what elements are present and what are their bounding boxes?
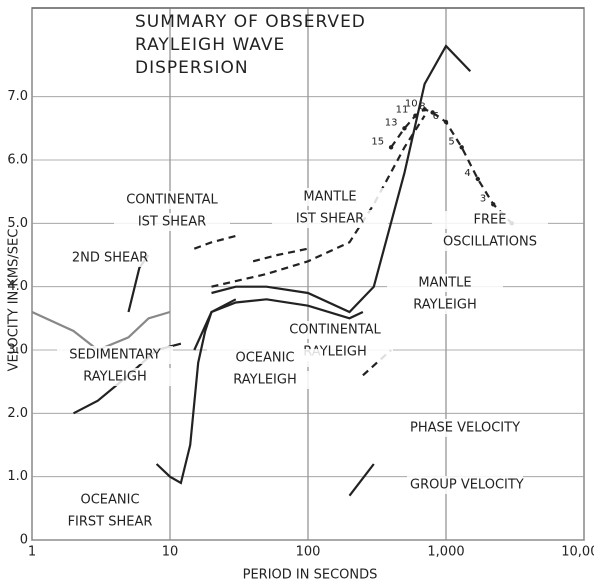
point (422, 107, 427, 112)
y-axis-title: VELOCITY IN KMS/SEC (7, 229, 22, 372)
chart-title: RAYLEIGH WAVE (135, 35, 285, 55)
curve (390, 108, 513, 225)
y-tick-label: 2.0 (7, 406, 28, 421)
point (443, 119, 449, 125)
point (402, 126, 407, 131)
point-label: 5 (448, 136, 454, 147)
annotation: RAYLEIGH (83, 370, 146, 385)
annotation-bg (57, 346, 173, 364)
curve (211, 44, 472, 314)
y-tick-label: 5.0 (7, 216, 28, 231)
annotation-bg (114, 191, 230, 209)
point (413, 113, 418, 118)
y-tick-label: 6.0 (7, 153, 28, 168)
annotation: OCEANIC (235, 351, 294, 366)
curve (31, 310, 171, 352)
curve (348, 463, 375, 497)
annotation: CONTINENTAL (289, 323, 381, 338)
annotation: IST SHEAR (296, 212, 364, 227)
point (388, 145, 394, 150)
annotation: SEDIMENTARY (69, 348, 160, 363)
point-label: 3 (480, 193, 486, 204)
point-label: 4 (464, 168, 470, 179)
chart-title: DISPERSION (135, 58, 249, 78)
annotation-bg (52, 491, 168, 509)
point-label: 6 (433, 111, 439, 122)
annotation: IST SHEAR (138, 215, 206, 230)
annotation: MANTLE (418, 276, 471, 291)
curve (362, 349, 392, 377)
annotation-bg (432, 211, 548, 229)
annotation-bg (57, 368, 173, 386)
point-label: 10 (405, 98, 418, 109)
annotation-bg (114, 213, 230, 231)
point (491, 202, 496, 207)
annotation-bg (407, 419, 523, 437)
curve (211, 115, 426, 288)
annotation-bg (52, 513, 168, 531)
y-tick-label: 1.0 (7, 469, 28, 484)
annotation: RAYLEIGH (233, 373, 296, 388)
annotation-bg (432, 233, 548, 251)
point-label: 11 (396, 105, 409, 116)
annotation: OCEANIC (80, 493, 139, 508)
x-axis-title: PERIOD IN SECONDS (243, 568, 378, 583)
point (459, 145, 464, 150)
annotation: 2ND SHEAR (72, 251, 148, 266)
annotation-bg (207, 349, 323, 367)
point-label: 15 (371, 136, 384, 147)
annotation: CONTINENTAL (126, 193, 218, 208)
annotation-bg (52, 249, 168, 267)
annotation: FREE (474, 213, 507, 228)
y-tick-label: 3.0 (7, 343, 28, 358)
annotation-bg (272, 188, 388, 206)
x-tick-label: 100 (296, 545, 321, 560)
annotation: OSCILLATIONS (443, 235, 537, 250)
annotation-bg (387, 274, 503, 292)
y-tick-label: 4.0 (7, 279, 28, 294)
chart-title: SUMMARY OF OBSERVED (135, 12, 366, 32)
curve (155, 298, 237, 485)
x-tick-label: 10 (162, 545, 179, 560)
annotation: PHASE VELOCITY (410, 421, 520, 436)
point (475, 176, 481, 182)
annotation: GROUP VELOCITY (410, 478, 524, 493)
x-tick-label: 1,000 (427, 545, 464, 560)
point (430, 110, 435, 115)
annotation: RAYLEIGH (413, 298, 476, 313)
annotation: MANTLE (303, 190, 356, 205)
y-tick-label: 7.0 (7, 89, 28, 104)
x-tick-label: 10,000 (561, 545, 594, 560)
annotation-bg (272, 210, 388, 228)
point-label: 13 (385, 117, 398, 128)
annotation-bg (407, 476, 523, 494)
annotation: FIRST SHEAR (68, 515, 153, 530)
annotation-bg (207, 371, 323, 389)
curve (193, 234, 237, 250)
annotation-bg (277, 321, 393, 339)
annotation-bg (387, 296, 503, 314)
curve (252, 247, 309, 263)
point-label: 8 (419, 102, 425, 113)
y-tick-label: 0 (20, 533, 28, 548)
x-tick-label: 1 (28, 545, 36, 560)
